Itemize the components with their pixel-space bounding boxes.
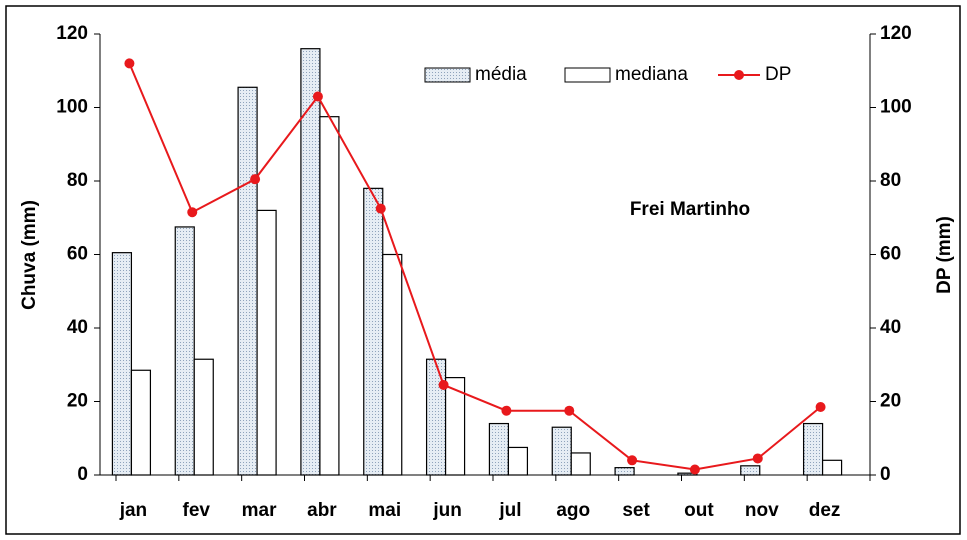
legend-label: mediana <box>615 64 688 85</box>
bar <box>677 472 698 476</box>
bar <box>488 422 510 476</box>
bar <box>237 86 258 476</box>
bar <box>425 358 447 476</box>
bar <box>319 116 340 476</box>
bar <box>570 452 591 476</box>
point <box>689 464 700 475</box>
x-tick-label: mar <box>242 500 277 521</box>
point <box>250 174 261 185</box>
point <box>501 405 512 416</box>
y2-tick-label: 20 <box>880 391 901 412</box>
y2-tick-label: 100 <box>880 97 912 118</box>
legend-swatch <box>734 70 744 80</box>
x-tick-label: fev <box>183 500 211 521</box>
bar <box>821 459 843 476</box>
point <box>375 203 386 214</box>
point <box>312 91 323 102</box>
y-tick-label: 20 <box>67 391 88 412</box>
point <box>627 455 638 466</box>
annotation: Frei Martinho <box>630 199 750 220</box>
x-tick-label: out <box>684 500 714 521</box>
y2-tick-label: 0 <box>880 464 891 485</box>
point <box>187 207 198 218</box>
y-axis-title: Chuva (mm) <box>19 200 40 310</box>
bar <box>130 369 152 476</box>
point <box>124 58 135 69</box>
point <box>815 402 826 413</box>
legend-swatch <box>424 67 471 83</box>
bar <box>444 377 466 476</box>
x-tick-label: set <box>622 500 650 521</box>
y-tick-label: 120 <box>56 23 88 44</box>
point <box>438 379 449 390</box>
bar <box>174 226 195 476</box>
y-tick-label: 0 <box>77 464 88 485</box>
legend-label: DP <box>765 64 791 85</box>
y-tick-label: 80 <box>67 170 88 191</box>
point <box>564 405 575 416</box>
x-tick-label: jun <box>432 500 462 521</box>
frame <box>5 5 961 535</box>
x-tick-label: dez <box>809 500 841 521</box>
line <box>128 63 822 471</box>
x-tick-label: jul <box>498 500 521 521</box>
bar <box>256 209 277 476</box>
bar <box>614 467 635 476</box>
y-tick-label: 40 <box>67 317 88 338</box>
bar <box>382 253 403 476</box>
x-tick-label: abr <box>307 500 337 521</box>
legend-swatch <box>564 67 611 83</box>
bar <box>507 446 529 476</box>
bar <box>802 422 824 476</box>
bar <box>551 426 572 476</box>
bar <box>300 48 321 476</box>
bar <box>111 252 133 476</box>
x-tick-label: jan <box>119 500 147 521</box>
y2-tick-label: 120 <box>880 23 912 44</box>
x-tick-label: nov <box>745 500 779 521</box>
x-tick-label: mai <box>368 500 401 521</box>
x-tick-label: ago <box>556 500 590 521</box>
y2-tick-label: 60 <box>880 244 901 265</box>
y2-axis-title: DP (mm) <box>934 216 955 294</box>
legend-label: média <box>475 64 527 85</box>
point <box>752 453 763 464</box>
bar <box>193 358 214 476</box>
y2-tick-label: 80 <box>880 170 901 191</box>
y-tick-label: 100 <box>56 97 88 118</box>
bar <box>363 187 384 476</box>
y2-tick-label: 40 <box>880 317 901 338</box>
y-tick-label: 60 <box>67 244 88 265</box>
bar <box>740 465 761 476</box>
